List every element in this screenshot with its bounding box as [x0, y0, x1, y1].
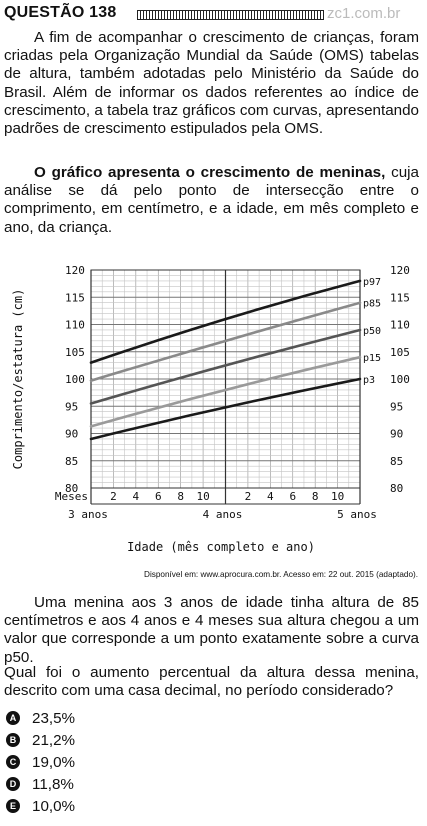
chart-axes [90, 269, 361, 505]
option-a[interactable]: A 23,5% [6, 708, 75, 728]
y-tick-label-right: 100 [390, 373, 410, 386]
series-label-p85: p85 [363, 299, 381, 310]
option-text: 10,0% [32, 797, 76, 815]
year-label: 4 anos [203, 508, 243, 521]
option-b[interactable]: B 21,2% [6, 730, 75, 750]
problem-paragraph: Uma menina aos 3 anos de idade tinha alt… [4, 594, 419, 666]
y-tick-label-left: 95 [65, 400, 78, 413]
watermark: zc1.com.br [327, 5, 401, 22]
month-tick-label: 4 [133, 490, 140, 503]
chart-description-bold: O gráfico apresenta o crescimento de men… [34, 164, 386, 181]
curve-p85 [89, 301, 362, 382]
question-paragraph: Qual foi o aumento percentual da altura … [4, 664, 419, 700]
option-text: 23,5% [32, 709, 76, 727]
y-tick-label-right: 110 [390, 319, 410, 332]
chart-curves [89, 279, 362, 441]
month-tick-label: 4 [267, 490, 274, 503]
month-tick-label: 8 [177, 490, 184, 503]
option-d[interactable]: D 11,8% [6, 774, 74, 794]
y-tick-label-left: 80 [65, 482, 78, 495]
month-tick-label: 2 [245, 490, 252, 503]
option-c[interactable]: C 19,0% [6, 752, 75, 772]
option-letter: E [6, 799, 20, 813]
curve-p15 [89, 355, 362, 428]
y-tick-label-left: 90 [65, 428, 78, 441]
y-tick-label-left: 115 [65, 291, 85, 304]
year-label: 3 anos [68, 508, 108, 521]
option-e[interactable]: E 10,0% [6, 796, 75, 816]
y-tick-label-right: 90 [390, 428, 403, 441]
intro-paragraph: A fim de acompanhar o crescimento de cri… [4, 29, 419, 138]
month-tick-label: 10 [196, 490, 209, 503]
option-text: 21,2% [32, 731, 76, 749]
y-axis-title: Comprimento/estatura (cm) [11, 289, 25, 470]
month-tick-label: 8 [312, 490, 319, 503]
series-label-p3: p3 [363, 375, 375, 386]
series-label-p15: p15 [363, 353, 381, 364]
question-number: QUESTÃO 138 [4, 4, 117, 21]
y-tick-label-right: 85 [390, 455, 403, 468]
x-axis-title: Idade (mês completo e ano) [127, 540, 315, 554]
y-tick-label-left: 105 [65, 346, 85, 359]
chart-labels: 80 80 85 85 90 90 95 95 100 100 105 105 110 110 115 115… [11, 264, 410, 554]
chart-description-paragraph: O gráfico apresenta o crescimento de men… [4, 164, 419, 237]
month-tick-label: 10 [331, 490, 344, 503]
option-letter: A [6, 711, 20, 725]
y-tick-label-right: 105 [390, 346, 410, 359]
month-tick-label: 6 [289, 490, 296, 503]
header-decoration [137, 10, 324, 20]
year-label: 5 anos [337, 508, 377, 521]
y-tick-label-right: 80 [390, 482, 403, 495]
y-tick-label-right: 95 [390, 400, 403, 413]
option-letter: B [6, 733, 20, 747]
growth-chart: 80 80 85 85 90 90 95 95 100 100 105 105 110 110 115 115… [11, 264, 410, 554]
y-tick-label-left: 110 [65, 319, 85, 332]
option-letter: D [6, 777, 20, 791]
month-row-label: Meses [55, 490, 88, 503]
month-tick-label: 2 [110, 490, 117, 503]
series-label-p97: p97 [363, 277, 381, 288]
y-tick-label-right: 120 [390, 264, 410, 277]
source-citation: Disponível em: www.aprocura.com.br. Aces… [144, 570, 418, 579]
question-header: QUESTÃO 138 zc1.com.br [4, 4, 423, 24]
series-label-p50: p50 [363, 326, 381, 337]
y-tick-label-left: 120 [65, 264, 85, 277]
y-tick-label-left: 100 [65, 373, 85, 386]
month-tick-label: 6 [155, 490, 162, 503]
curve-p3 [89, 377, 362, 441]
option-letter: C [6, 755, 20, 769]
chart-description-rest: cuja análise se dá pelo ponto de interse… [4, 164, 419, 236]
y-tick-label-right: 115 [390, 291, 410, 304]
option-text: 19,0% [32, 753, 76, 771]
option-text: 11,8% [32, 775, 74, 793]
y-tick-label-left: 85 [65, 455, 78, 468]
curve-p50 [89, 328, 362, 405]
curve-p97 [89, 279, 362, 364]
